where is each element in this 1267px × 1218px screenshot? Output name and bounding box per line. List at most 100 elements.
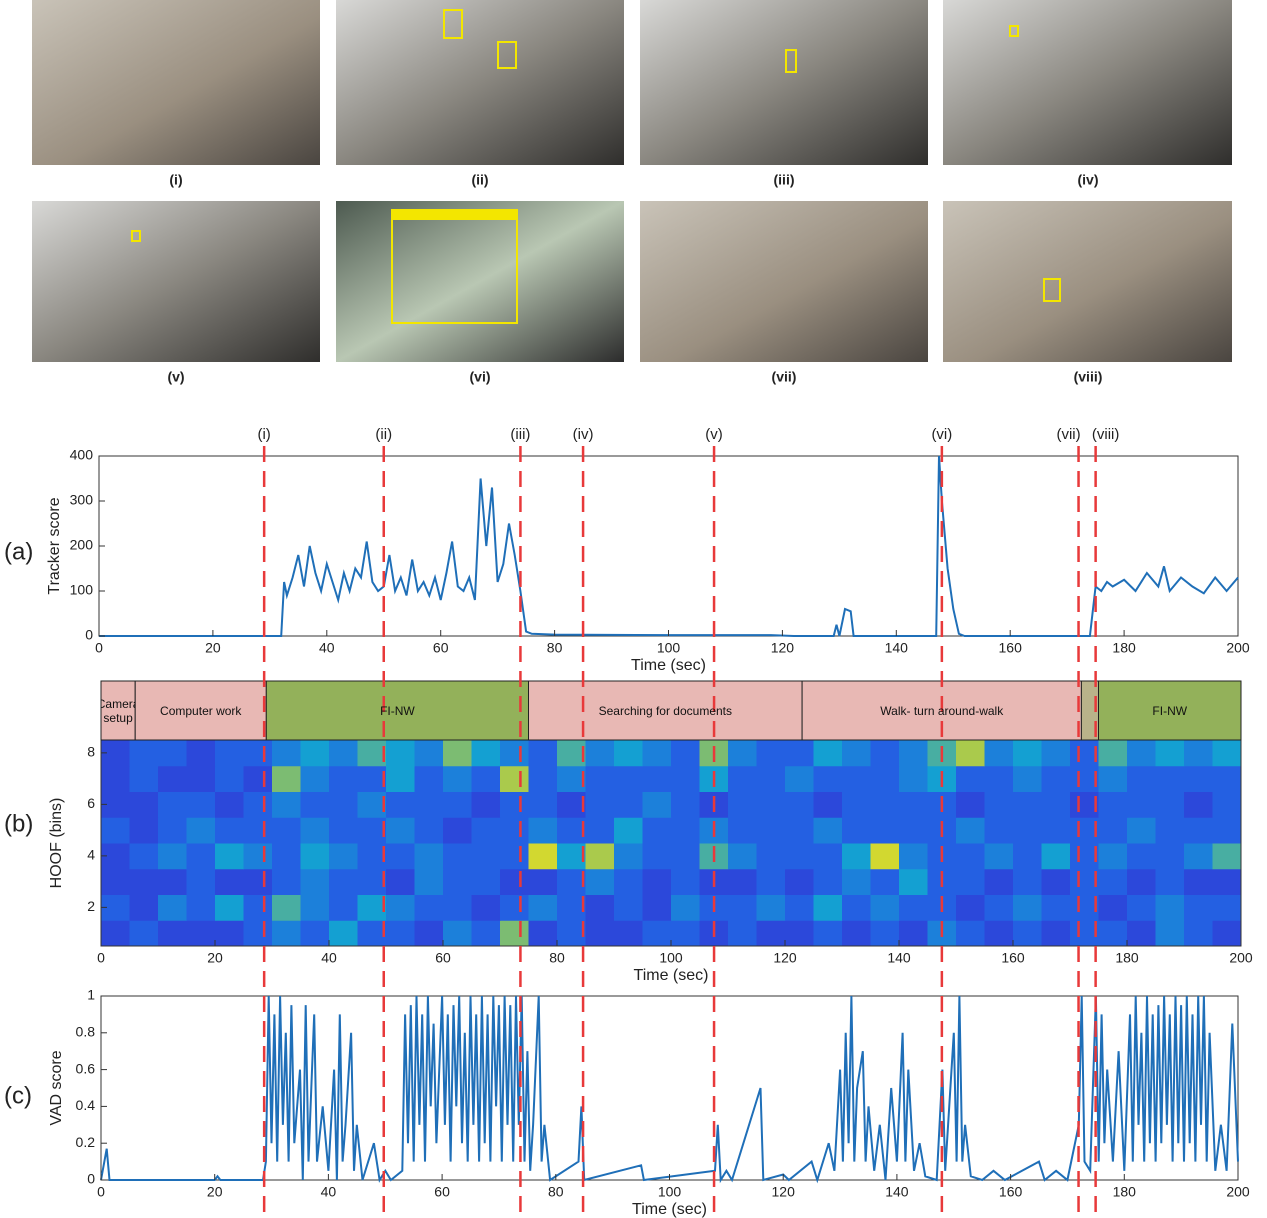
y-axis-label: HOOF (bins): [48, 798, 65, 889]
heat-cell: [158, 740, 187, 766]
x-tick-label: 20: [207, 950, 223, 966]
heat-cell: [272, 843, 301, 869]
heat-cell: [130, 766, 159, 792]
heat-cell: [728, 869, 757, 895]
heat-cell: [415, 792, 444, 818]
heat-cell: [130, 895, 159, 921]
heat-cell: [614, 895, 643, 921]
heat-cell: [1013, 895, 1042, 921]
heat-cell: [358, 920, 387, 946]
heat-cell: [1213, 920, 1242, 946]
heat-cell: [814, 740, 843, 766]
x-axis-label: Time (sec): [634, 967, 709, 984]
photo-caption: (iii): [774, 172, 795, 188]
x-tick-label: 100: [659, 950, 683, 966]
heat-cell: [757, 766, 786, 792]
heat-cell: [500, 895, 529, 921]
x-tick-label: 120: [771, 640, 795, 656]
heat-cell: [557, 817, 586, 843]
heat-cell: [1184, 740, 1213, 766]
heat-cell: [842, 817, 871, 843]
plot-frame: [99, 456, 1238, 636]
x-tick-label: 200: [1226, 640, 1250, 656]
heat-cell: [1213, 895, 1242, 921]
y-tick-label: 0: [85, 627, 93, 643]
heat-cell: [586, 895, 615, 921]
heat-cell: [1213, 817, 1242, 843]
heat-cell: [985, 792, 1014, 818]
x-tick-label: 80: [548, 1184, 564, 1200]
x-tick-label: 60: [434, 1184, 450, 1200]
x-tick-label: 200: [1229, 950, 1253, 966]
heat-cell: [1013, 843, 1042, 869]
x-tick-label: 180: [1112, 640, 1136, 656]
y-tick-label: 0: [87, 1171, 95, 1187]
heat-cell: [301, 766, 330, 792]
heat-cell: [130, 920, 159, 946]
heat-cell: [785, 740, 814, 766]
heat-cell: [101, 920, 130, 946]
heat-cell: [842, 920, 871, 946]
heat-cell: [643, 766, 672, 792]
heat-cell: [899, 766, 928, 792]
heat-cell: [1042, 843, 1071, 869]
x-tick-label: 20: [207, 1184, 223, 1200]
heat-cell: [500, 920, 529, 946]
heat-cell: [415, 920, 444, 946]
heat-cell: [272, 920, 301, 946]
heat-cell: [329, 843, 358, 869]
heat-cell: [842, 766, 871, 792]
heat-cell: [956, 869, 985, 895]
heat-cell: [215, 766, 244, 792]
photo: [943, 0, 1232, 165]
heat-cell: [985, 920, 1014, 946]
heat-cell: [1099, 792, 1128, 818]
heat-cell: [215, 920, 244, 946]
heat-cell: [472, 817, 501, 843]
heat-cell: [187, 843, 216, 869]
heat-cell: [472, 895, 501, 921]
heat-cell: [472, 792, 501, 818]
heat-cell: [358, 843, 387, 869]
heat-cell: [557, 740, 586, 766]
heat-cell: [1184, 869, 1213, 895]
heat-cell: [415, 740, 444, 766]
heat-cell: [899, 817, 928, 843]
figure-canvas: (i)(ii)(iii)(iv)(v)(vi)(vii)(viii)(a)(b)…: [0, 0, 1267, 1218]
heat-cell: [643, 817, 672, 843]
x-tick-label: 0: [97, 950, 105, 966]
x-tick-label: 160: [999, 640, 1023, 656]
heat-cell: [1099, 740, 1128, 766]
x-axis-label: Time (sec): [631, 657, 706, 674]
heat-cell: [529, 869, 558, 895]
heat-cell: [614, 920, 643, 946]
photo: [32, 0, 320, 165]
heat-cell: [1156, 895, 1185, 921]
heat-cell: [1099, 843, 1128, 869]
heat-cell: [386, 817, 415, 843]
heat-cell: [244, 766, 273, 792]
heat-cell: [871, 740, 900, 766]
heat-cell: [1042, 920, 1071, 946]
heat-cell: [329, 740, 358, 766]
heat-cell: [244, 817, 273, 843]
heat-cell: [956, 817, 985, 843]
heat-cell: [1042, 869, 1071, 895]
heat-cell: [728, 817, 757, 843]
heat-cell: [443, 792, 472, 818]
heat-cell: [899, 792, 928, 818]
segment-label: FI-NW: [1099, 681, 1242, 740]
heat-cell: [557, 869, 586, 895]
heat-cell: [386, 895, 415, 921]
heat-cell: [871, 869, 900, 895]
heat-cell: [757, 895, 786, 921]
heat-cell: [272, 792, 301, 818]
panel-label: (b): [4, 810, 33, 837]
heat-cell: [1042, 817, 1071, 843]
heat-cell: [158, 792, 187, 818]
heat-cell: [272, 766, 301, 792]
photo-caption: (vii): [772, 369, 797, 385]
x-tick-label: 60: [433, 640, 449, 656]
heat-cell: [814, 766, 843, 792]
heat-cell: [1184, 792, 1213, 818]
